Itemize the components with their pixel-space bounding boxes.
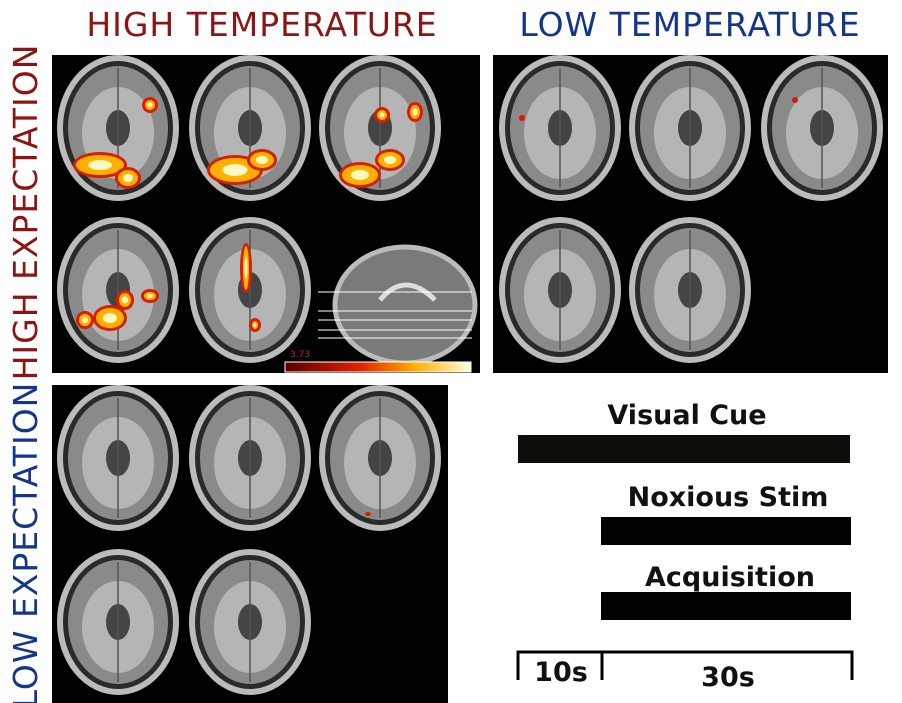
activation <box>122 297 128 304</box>
sagittal <box>335 247 475 363</box>
duration-label: 10s <box>534 657 588 688</box>
event-bar <box>601 517 851 545</box>
activation <box>148 103 153 108</box>
event-label: Noxious Stim <box>628 482 829 513</box>
activation <box>147 294 153 298</box>
activation <box>380 113 385 118</box>
activation <box>351 170 369 180</box>
activation <box>365 512 371 516</box>
activation <box>88 160 112 170</box>
activation <box>519 115 525 121</box>
column-title: LOW TEMPERATURE <box>519 5 860 44</box>
colorbar-label: 3.73 <box>290 350 310 360</box>
row-title: HIGH EXPECTATION <box>6 44 45 381</box>
activation <box>123 174 133 182</box>
event-label: Visual Cue <box>607 400 766 431</box>
event-bar <box>518 435 850 463</box>
figure: HIGH TEMPERATURE LOW TEMPERATURE HIGH EX… <box>0 0 902 703</box>
activation <box>384 156 396 164</box>
activation <box>413 109 418 116</box>
duration-label: 30s <box>701 662 755 693</box>
event-label: Acquisition <box>645 562 815 593</box>
activation <box>82 317 88 323</box>
row-title: LOW EXPECTATION <box>6 382 45 703</box>
activation <box>254 323 257 327</box>
colorbar <box>285 362 471 372</box>
activation <box>245 257 248 279</box>
activation <box>223 164 248 176</box>
activation <box>792 97 798 103</box>
column-title: HIGH TEMPERATURE <box>86 5 437 44</box>
activation <box>103 313 117 323</box>
event-bar <box>601 592 851 620</box>
activation <box>256 156 268 164</box>
